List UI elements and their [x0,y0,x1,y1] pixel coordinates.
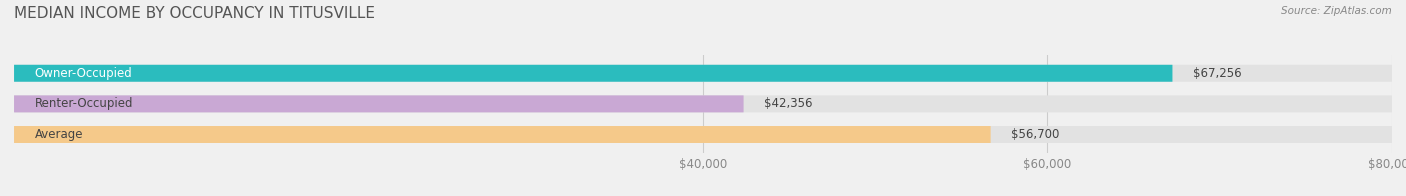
Text: Source: ZipAtlas.com: Source: ZipAtlas.com [1281,6,1392,16]
Text: Average: Average [35,128,83,141]
Text: Renter-Occupied: Renter-Occupied [35,97,134,110]
FancyBboxPatch shape [14,126,991,143]
Text: $56,700: $56,700 [1011,128,1060,141]
FancyBboxPatch shape [14,95,1392,112]
Text: Owner-Occupied: Owner-Occupied [35,67,132,80]
FancyBboxPatch shape [14,65,1173,82]
FancyBboxPatch shape [14,95,744,112]
FancyBboxPatch shape [14,65,1392,82]
Text: MEDIAN INCOME BY OCCUPANCY IN TITUSVILLE: MEDIAN INCOME BY OCCUPANCY IN TITUSVILLE [14,6,375,21]
Text: $42,356: $42,356 [765,97,813,110]
Text: $67,256: $67,256 [1194,67,1241,80]
FancyBboxPatch shape [14,126,1392,143]
